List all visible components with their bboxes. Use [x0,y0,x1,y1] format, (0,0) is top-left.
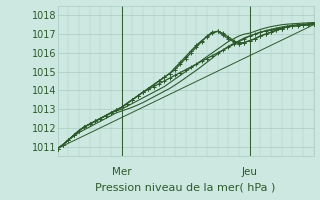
Text: Jeu: Jeu [242,167,258,177]
Text: Pression niveau de la mer( hPa ): Pression niveau de la mer( hPa ) [95,183,276,193]
Text: Mer: Mer [112,167,132,177]
